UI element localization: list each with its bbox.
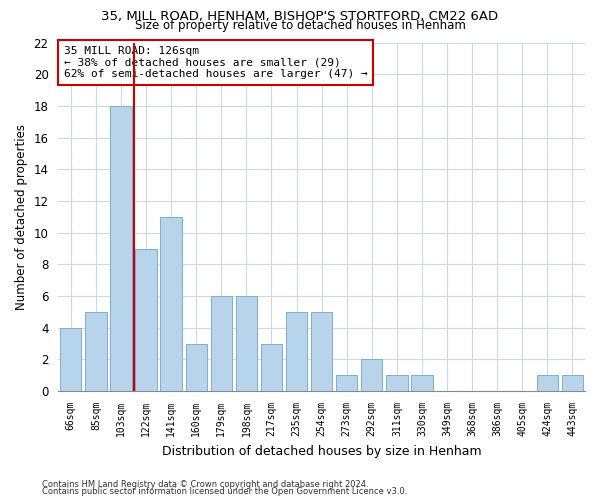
Text: 35, MILL ROAD, HENHAM, BISHOP'S STORTFORD, CM22 6AD: 35, MILL ROAD, HENHAM, BISHOP'S STORTFOR… bbox=[101, 10, 499, 23]
Bar bbox=[185, 344, 207, 391]
Bar bbox=[286, 312, 307, 391]
X-axis label: Distribution of detached houses by size in Henham: Distribution of detached houses by size … bbox=[162, 444, 481, 458]
Bar bbox=[336, 376, 358, 391]
Bar bbox=[110, 106, 131, 391]
Bar bbox=[562, 376, 583, 391]
Bar bbox=[537, 376, 558, 391]
Bar bbox=[85, 312, 107, 391]
Text: Size of property relative to detached houses in Henham: Size of property relative to detached ho… bbox=[134, 19, 466, 32]
Bar bbox=[386, 376, 407, 391]
Text: Contains public sector information licensed under the Open Government Licence v3: Contains public sector information licen… bbox=[42, 488, 407, 496]
Bar bbox=[136, 248, 157, 391]
Y-axis label: Number of detached properties: Number of detached properties bbox=[15, 124, 28, 310]
Bar bbox=[236, 296, 257, 391]
Bar bbox=[60, 328, 82, 391]
Bar bbox=[261, 344, 282, 391]
Bar bbox=[311, 312, 332, 391]
Bar bbox=[211, 296, 232, 391]
Text: Contains HM Land Registry data © Crown copyright and database right 2024.: Contains HM Land Registry data © Crown c… bbox=[42, 480, 368, 489]
Bar bbox=[412, 376, 433, 391]
Bar bbox=[160, 217, 182, 391]
Text: 35 MILL ROAD: 126sqm
← 38% of detached houses are smaller (29)
62% of semi-detac: 35 MILL ROAD: 126sqm ← 38% of detached h… bbox=[64, 46, 367, 79]
Bar bbox=[361, 360, 382, 391]
